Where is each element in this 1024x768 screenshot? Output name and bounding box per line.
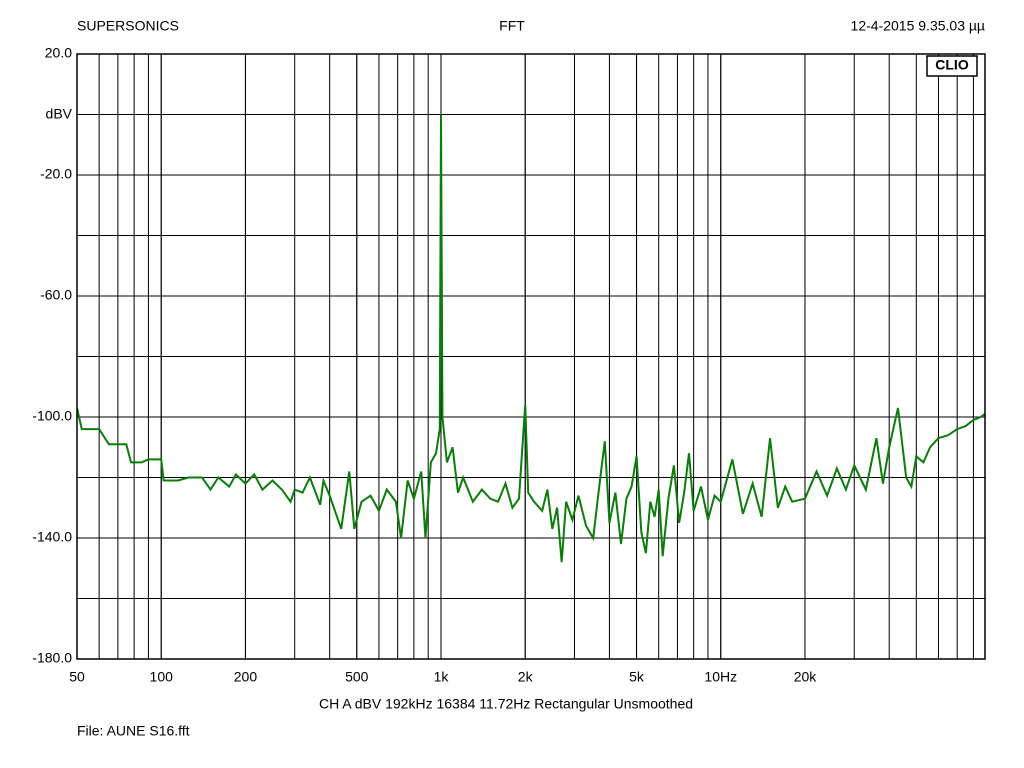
x-tick-label: 500 (345, 669, 369, 685)
timestamp: 12-4-2015 9.35.03 µµ (851, 18, 985, 34)
y-tick-label: -60.0 (40, 287, 72, 303)
plot-frame (76, 53, 986, 660)
y-tick-label: 20.0 (45, 45, 72, 61)
brand: SUPERSONICS (77, 18, 179, 34)
x-tick-label: 200 (234, 669, 258, 685)
x-tick-label: 5k (629, 669, 645, 685)
badge: CLIO (935, 57, 969, 73)
y-tick-label: -100.0 (32, 408, 72, 424)
x-tick-label: 10Hz (704, 669, 737, 685)
fft-trace (77, 114, 985, 563)
x-tick-label: 100 (150, 669, 174, 685)
y-tick-label: -140.0 (32, 529, 72, 545)
chart-title: FFT (499, 18, 525, 34)
y-tick-label: -180.0 (32, 650, 72, 666)
badge-box (926, 55, 978, 77)
file-name: File: AUNE S16.fft (77, 723, 190, 739)
y-tick-label: -20.0 (40, 166, 72, 182)
footer: CH A dBV 192kHz 16384 11.72Hz Rectangula… (319, 696, 693, 712)
y-axis-label: dBV (46, 106, 73, 122)
x-tick-label: 50 (69, 669, 85, 685)
x-tick-label: 1k (434, 669, 450, 685)
x-tick-label: 20k (794, 669, 818, 685)
x-tick-label: 2k (518, 669, 534, 685)
